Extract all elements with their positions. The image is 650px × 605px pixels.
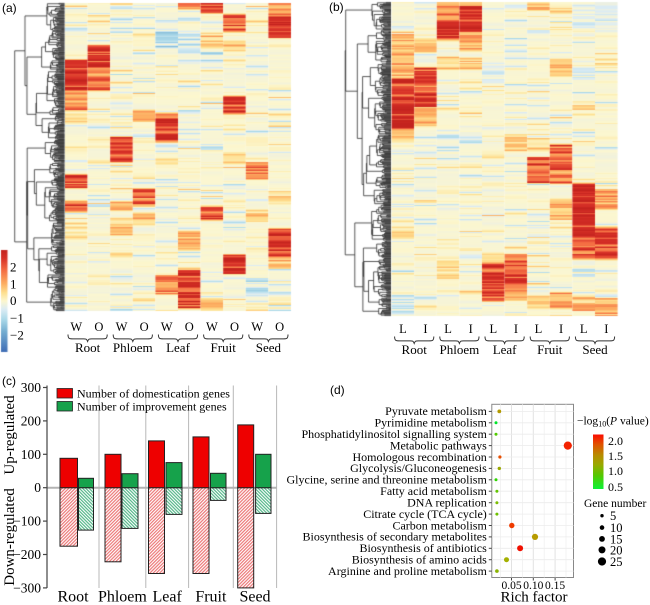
svg-text:Pyrimidine metabolism: Pyrimidine metabolism bbox=[374, 416, 487, 430]
svg-text:L: L bbox=[399, 322, 407, 336]
svg-text:1.0: 1.0 bbox=[608, 464, 623, 478]
svg-text:Biosynthesis of secondary meta: Biosynthesis of secondary metabolites bbox=[302, 530, 487, 544]
svg-text:W: W bbox=[116, 320, 128, 334]
svg-text:Root: Root bbox=[75, 340, 101, 355]
svg-text:0.5: 0.5 bbox=[608, 480, 623, 494]
svg-text:15: 15 bbox=[610, 532, 623, 546]
svg-text:−100: −100 bbox=[13, 514, 41, 529]
svg-text:Phloem: Phloem bbox=[98, 589, 147, 605]
svg-text:L: L bbox=[444, 322, 452, 336]
svg-text:Fruit: Fruit bbox=[537, 342, 563, 357]
svg-text:1: 1 bbox=[10, 277, 17, 292]
svg-text:Leaf: Leaf bbox=[493, 342, 517, 357]
svg-text:−200: −200 bbox=[13, 547, 41, 562]
svg-text:Fatty acid metabolism: Fatty acid metabolism bbox=[380, 484, 487, 498]
svg-text:Rich factor: Rich factor bbox=[500, 590, 567, 605]
svg-text:(a): (a) bbox=[2, 1, 17, 15]
svg-text:−log10(P value): −log10(P value) bbox=[577, 416, 649, 429]
svg-text:1.5: 1.5 bbox=[608, 449, 623, 463]
svg-text:L: L bbox=[535, 322, 543, 336]
svg-text:0.10: 0.10 bbox=[523, 580, 543, 592]
svg-text:I: I bbox=[559, 322, 563, 336]
svg-text:0.05: 0.05 bbox=[501, 580, 521, 592]
svg-text:O: O bbox=[140, 320, 149, 334]
svg-text:W: W bbox=[161, 320, 173, 334]
svg-text:−2: −2 bbox=[10, 328, 24, 343]
svg-text:Leaf: Leaf bbox=[166, 340, 190, 355]
svg-text:Seed: Seed bbox=[582, 342, 608, 357]
svg-text:10: 10 bbox=[610, 521, 623, 535]
svg-text:Phloem: Phloem bbox=[440, 342, 480, 357]
svg-text:2: 2 bbox=[10, 260, 17, 275]
svg-text:W: W bbox=[251, 320, 263, 334]
svg-text:Up-regulated: Up-regulated bbox=[2, 395, 18, 475]
svg-text:O: O bbox=[230, 320, 239, 334]
svg-text:O: O bbox=[185, 320, 194, 334]
svg-text:I: I bbox=[469, 322, 473, 336]
svg-text:Seed: Seed bbox=[239, 589, 270, 605]
svg-text:O: O bbox=[94, 320, 103, 334]
svg-text:2.0: 2.0 bbox=[608, 434, 623, 448]
svg-text:Biosynthesis of amino acids: Biosynthesis of amino acids bbox=[352, 553, 487, 567]
svg-text:300: 300 bbox=[21, 380, 42, 395]
svg-text:Metabolic pathways: Metabolic pathways bbox=[390, 438, 487, 452]
svg-text:O: O bbox=[275, 320, 284, 334]
svg-text:Leaf: Leaf bbox=[153, 589, 183, 605]
svg-text:(b): (b) bbox=[329, 0, 344, 14]
svg-text:Carbon metabolism: Carbon metabolism bbox=[392, 518, 487, 532]
svg-text:(d): (d) bbox=[330, 383, 345, 397]
svg-text:Glycolysis/Gluconeogenesis: Glycolysis/Gluconeogenesis bbox=[350, 461, 487, 475]
svg-text:Biosynthesis of antibiotics: Biosynthesis of antibiotics bbox=[359, 541, 487, 555]
svg-text:(c): (c) bbox=[2, 374, 16, 388]
svg-text:Gene number: Gene number bbox=[584, 498, 646, 510]
svg-text:200: 200 bbox=[21, 413, 42, 428]
svg-text:0: 0 bbox=[34, 480, 41, 495]
svg-text:W: W bbox=[70, 320, 82, 334]
svg-text:I: I bbox=[514, 322, 518, 336]
svg-text:Root: Root bbox=[57, 589, 89, 605]
svg-text:W: W bbox=[206, 320, 218, 334]
svg-text:L: L bbox=[580, 322, 588, 336]
svg-text:20: 20 bbox=[610, 543, 623, 557]
svg-text:−1: −1 bbox=[10, 311, 24, 326]
svg-text:100: 100 bbox=[21, 447, 42, 462]
svg-text:5: 5 bbox=[610, 509, 616, 523]
svg-text:Number of domestication genes: Number of domestication genes bbox=[77, 387, 230, 401]
svg-text:Seed: Seed bbox=[256, 340, 282, 355]
svg-text:DNA replication: DNA replication bbox=[407, 496, 487, 510]
svg-text:L: L bbox=[489, 322, 497, 336]
svg-text:Homologous recombination: Homologous recombination bbox=[352, 450, 486, 464]
svg-text:−300: −300 bbox=[13, 580, 41, 595]
svg-text:25: 25 bbox=[610, 555, 623, 569]
svg-text:Root: Root bbox=[402, 342, 428, 357]
svg-text:Glycine, serine and threonine: Glycine, serine and threonine metabolism bbox=[287, 473, 488, 487]
svg-text:Pyruvate metabolism: Pyruvate metabolism bbox=[385, 404, 487, 418]
svg-text:0.15: 0.15 bbox=[545, 580, 565, 592]
svg-text:Fruit: Fruit bbox=[195, 589, 227, 605]
svg-text:Number of improvement genes: Number of improvement genes bbox=[77, 400, 227, 414]
svg-text:Phosphatidylinositol signallin: Phosphatidylinositol signalling system bbox=[301, 427, 487, 441]
svg-text:Down-regulated: Down-regulated bbox=[2, 488, 18, 586]
svg-text:Arginine and proline metabolis: Arginine and proline metabolism bbox=[328, 564, 487, 578]
svg-text:Phloem: Phloem bbox=[113, 340, 153, 355]
svg-text:I: I bbox=[604, 322, 608, 336]
svg-text:0: 0 bbox=[10, 293, 17, 308]
svg-text:Fruit: Fruit bbox=[211, 340, 237, 355]
svg-text:Citrate cycle (TCA cycle): Citrate cycle (TCA cycle) bbox=[363, 507, 487, 521]
svg-text:I: I bbox=[423, 322, 427, 336]
